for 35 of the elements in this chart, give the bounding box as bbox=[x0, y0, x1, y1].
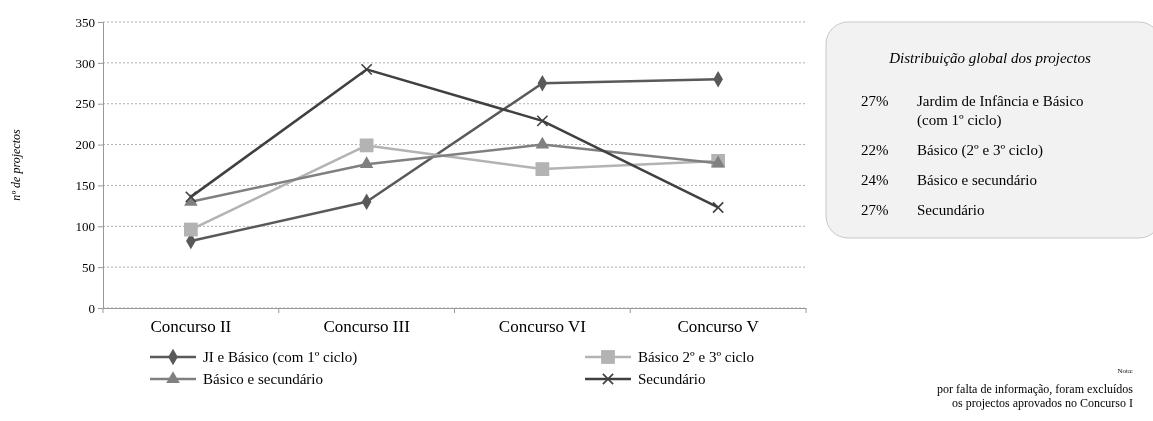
x-tick-label: Concurso III bbox=[323, 317, 411, 337]
point bbox=[360, 63, 373, 76]
legend-label: Básico e secundário bbox=[203, 371, 323, 387]
y-tick-label: 150 bbox=[75, 178, 95, 194]
x-tick-label: Concurso V bbox=[677, 317, 760, 337]
x-tick-label: Concurso VI bbox=[498, 317, 587, 337]
legend-label: Secundário bbox=[638, 371, 706, 387]
text: 27% bbox=[861, 93, 889, 109]
category-label: Jardim de Infância e Básico (com 1º ciclo) bbox=[917, 93, 1084, 129]
y-tick-label: 50 bbox=[82, 259, 95, 275]
y-tick-label: 350 bbox=[75, 14, 95, 30]
point bbox=[183, 222, 198, 237]
text: 22% bbox=[861, 142, 889, 158]
legend-label: Básico 2º e 3º ciclo bbox=[638, 349, 754, 365]
category-label: Secundário bbox=[917, 202, 985, 218]
point bbox=[359, 138, 374, 153]
y-tick-label: 250 bbox=[75, 96, 95, 112]
legend-label: JI e Básico (com 1º ciclo) bbox=[203, 349, 358, 366]
text: 24% bbox=[861, 172, 889, 188]
point bbox=[712, 201, 725, 214]
category-label: Básico (2º e 3º ciclo) bbox=[917, 142, 1043, 159]
point bbox=[536, 114, 549, 127]
y-tick-label: 100 bbox=[75, 218, 95, 234]
text: por falta de informação, foram excluídos os projectos aprovados no Concurso I bbox=[937, 382, 1134, 410]
y-tick-label: 0 bbox=[88, 300, 95, 316]
y-tick-label: 200 bbox=[75, 137, 95, 153]
x-tick-label: Concurso II bbox=[150, 317, 232, 337]
point bbox=[535, 136, 550, 149]
y-tick-label: 300 bbox=[75, 55, 95, 71]
y-axis-title: nº de projectos bbox=[9, 129, 23, 201]
text: Distribuição global dos projectos bbox=[888, 50, 1091, 66]
point bbox=[359, 156, 374, 169]
point bbox=[535, 162, 550, 176]
text: 27% bbox=[861, 202, 889, 218]
category-label: Básico e secundário bbox=[917, 172, 1037, 188]
